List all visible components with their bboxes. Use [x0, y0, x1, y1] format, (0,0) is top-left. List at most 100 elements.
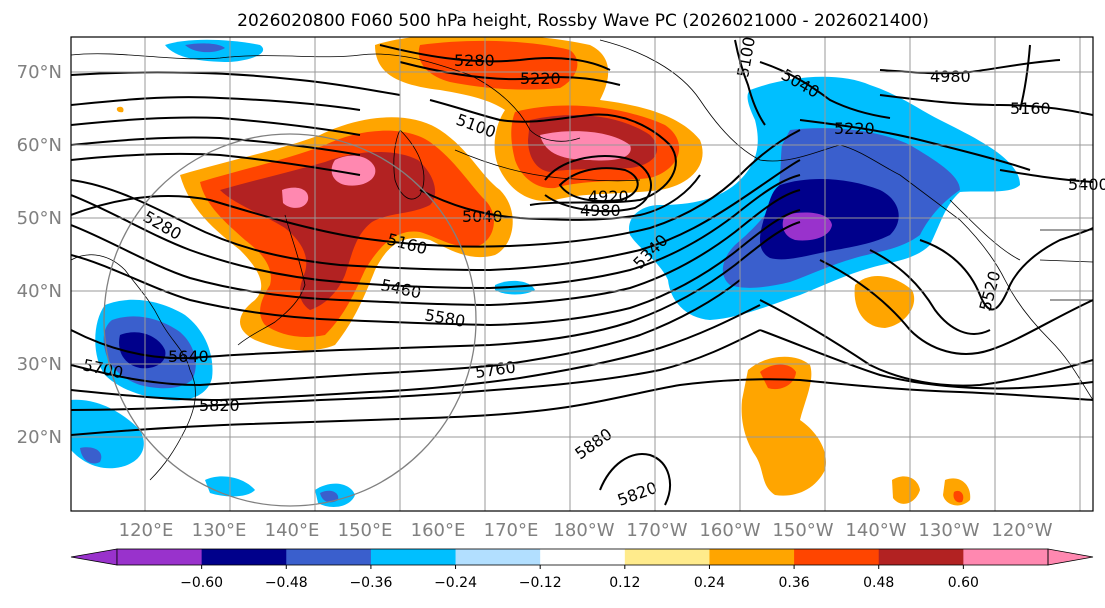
- coastline-japan: [237, 214, 306, 346]
- contour-label: 5280: [454, 51, 495, 70]
- colorbar-tick-label: −0.12: [519, 575, 562, 591]
- contour-label: 4980: [580, 201, 621, 220]
- colorbar-tick-label: 0.24: [694, 575, 725, 591]
- lon-label: 150°W: [772, 520, 833, 541]
- contour-5460: [71, 189, 801, 307]
- contour-5040: [419, 174, 701, 221]
- coastline-namerica: [949, 199, 1093, 301]
- colorbar-tick-label: −0.24: [434, 575, 477, 591]
- colorbar-frame: [116, 548, 1049, 566]
- anomaly-positive-west-5: [282, 187, 309, 208]
- lon-label: 140°E: [265, 520, 320, 541]
- contour-5580: [71, 209, 801, 327]
- contour-5100: [429, 99, 677, 206]
- contour-5220-north-w: [71, 152, 361, 176]
- contour-5820-south: [599, 453, 671, 506]
- contour-5280-north: [379, 44, 611, 71]
- colorbar-tick-label: −0.36: [349, 575, 392, 591]
- contour-5340: [71, 174, 801, 290]
- contour-5220-east: [799, 119, 1031, 171]
- anomaly-negative-dot-2: [320, 490, 339, 503]
- contour-label: 5220: [834, 119, 875, 138]
- anomaly-positive-nw-small: [116, 106, 124, 113]
- contour-5160-east: [879, 94, 1093, 116]
- contour-5460-east: [869, 249, 991, 335]
- colorbar-tick-label: 0.48: [863, 575, 894, 591]
- lon-label: 130°E: [192, 520, 247, 541]
- contour-label: 4920: [588, 187, 629, 206]
- contour-5580-east: [819, 259, 1093, 355]
- lat-label: 50°N: [17, 208, 62, 229]
- contour-5280: [71, 159, 801, 272]
- lon-label: 150°E: [338, 520, 393, 541]
- colorbar-tick-label: −0.48: [265, 575, 308, 591]
- contour-5040-east: [759, 61, 891, 119]
- lon-label: 130°W: [918, 520, 979, 541]
- contour-5220-north: [399, 61, 621, 86]
- colorbar-extend-high: [1047, 548, 1094, 566]
- contour-4920: [558, 167, 639, 203]
- coastlines: [71, 39, 1093, 481]
- colorbar-bin: [540, 549, 626, 565]
- lon-label: 140°W: [845, 520, 906, 541]
- contour-label: 5400: [1068, 175, 1105, 194]
- latitude-labels: 70°N 60°N 50°N 40°N 30°N 20°N: [17, 62, 62, 448]
- contour-5280-east: [1019, 44, 1031, 111]
- anomaly-negative-west-5: [80, 447, 102, 464]
- anomaly-positive-se-2: [741, 356, 826, 496]
- lon-label: 170°E: [484, 520, 539, 541]
- anomaly-positive-west-4: [331, 155, 376, 186]
- colorbar-tick-label: 0.36: [779, 575, 810, 591]
- anomaly-negative-east-4: [782, 212, 832, 241]
- colorbar-bin: [624, 549, 710, 565]
- colorbar-bin: [794, 549, 880, 565]
- lat-label: 40°N: [17, 281, 62, 302]
- colorbar-extend-low: [70, 548, 118, 566]
- colorbar-bin: [878, 549, 964, 565]
- coastline-siberia: [71, 53, 581, 142]
- anomaly-negative-north-2: [185, 43, 225, 53]
- colorbar-bin: [370, 549, 457, 565]
- contour-5100-north: [71, 136, 361, 156]
- lat-label: 30°N: [17, 354, 62, 375]
- colorbar-bin: [286, 549, 372, 565]
- anomaly-positive-se-6: [953, 490, 964, 503]
- coastline-aleutians: [454, 149, 641, 182]
- lon-label: 170°W: [626, 520, 687, 541]
- contour-5820: [71, 329, 761, 411]
- contour-5880: [71, 378, 1093, 436]
- anomaly-negative-west-3: [119, 332, 166, 369]
- height-contours: [71, 39, 1093, 506]
- contour-label: 5220: [520, 69, 561, 88]
- lon-label: 180°W: [553, 520, 614, 541]
- contour-5640: [71, 221, 801, 360]
- projection-circle: [103, 133, 477, 507]
- contour-5520: [919, 227, 1093, 311]
- coastline-kamchatka: [393, 129, 425, 200]
- anomaly-positive-se-3: [760, 364, 796, 390]
- contour-5700: [71, 279, 741, 387]
- contour-5100-east: [734, 39, 766, 126]
- colorbar-bin: [201, 549, 287, 565]
- contour-label: 5160: [1010, 99, 1051, 118]
- contour-5040-north: [71, 116, 361, 136]
- contour-4980: [544, 155, 652, 213]
- colorbar-tick-label: −0.60: [180, 575, 223, 591]
- colorbar-bin: [963, 549, 1049, 565]
- coastline-asia: [71, 254, 196, 481]
- contour-5700-east: [759, 299, 1093, 387]
- lat-label: 20°N: [17, 427, 62, 448]
- anomaly-positive-north-5: [540, 131, 631, 161]
- map-frame: [70, 36, 1094, 512]
- lat-label: 70°N: [17, 62, 62, 83]
- lon-label: 120°W: [991, 520, 1052, 541]
- contour-label: 5040: [462, 207, 503, 226]
- lat-label: 60°N: [17, 135, 62, 156]
- graticule: [71, 37, 1093, 511]
- lon-label: 160°W: [699, 520, 760, 541]
- lon-label: 160°E: [411, 520, 466, 541]
- colorbar: −0.60 −0.48 −0.36 −0.24 −0.12 0.12 0.24 0.36 0.4…: [70, 548, 1094, 591]
- contour-4980-north: [71, 96, 361, 111]
- colorbar-bin: [709, 549, 795, 565]
